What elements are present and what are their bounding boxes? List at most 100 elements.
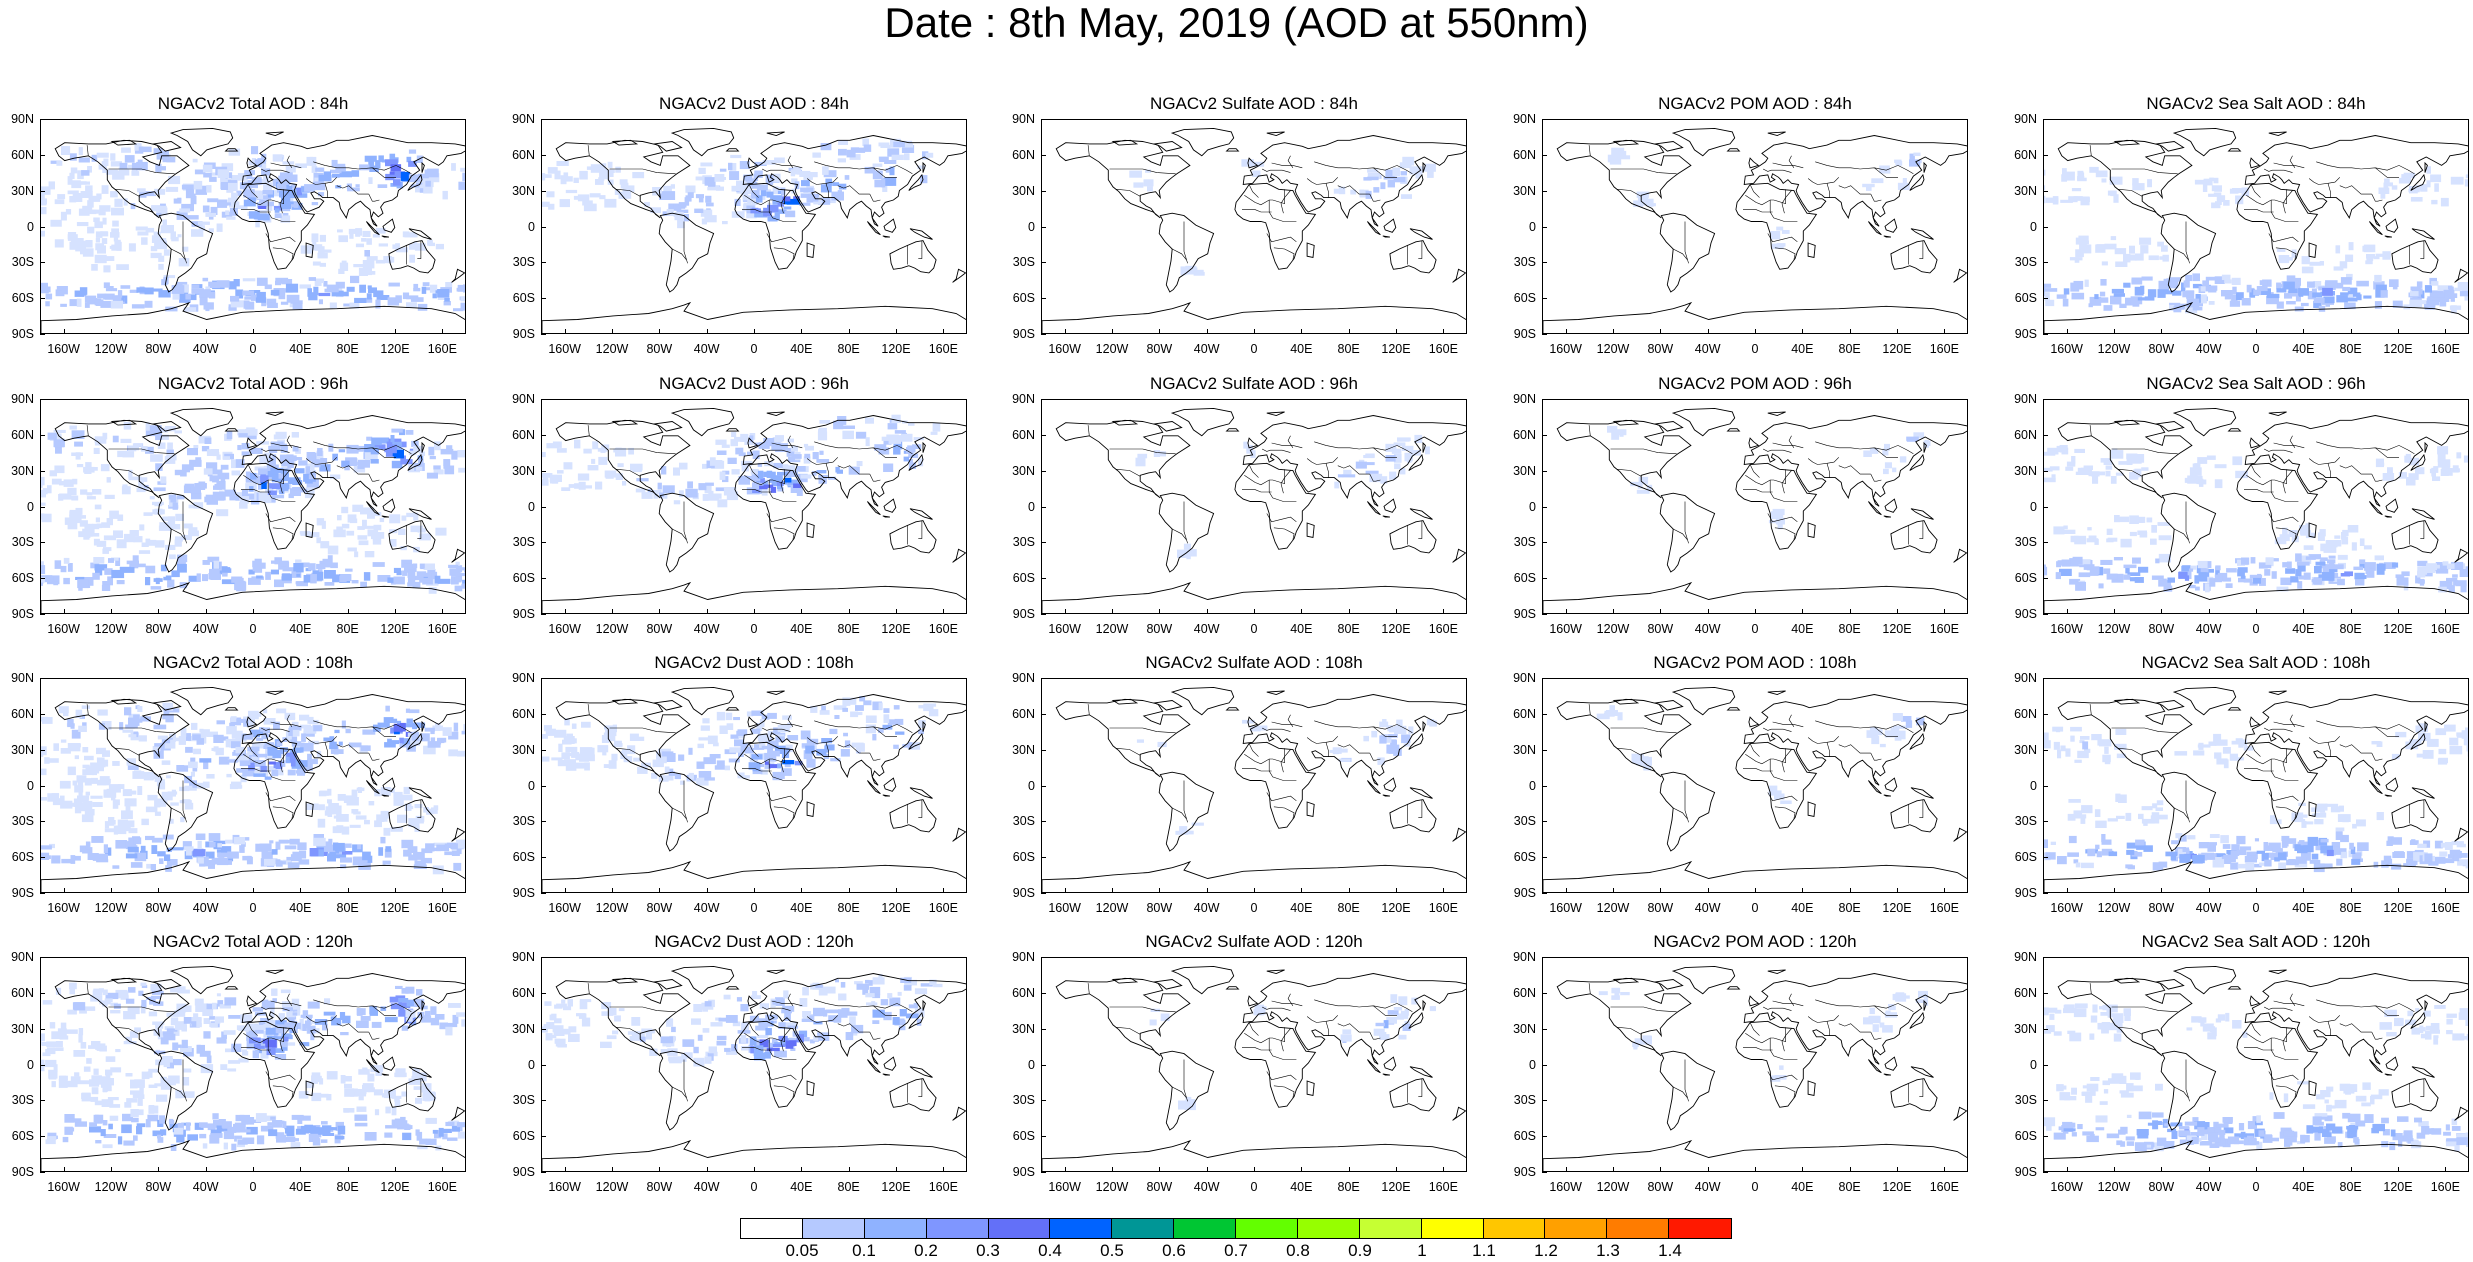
lon-tick-label: 120E — [1381, 901, 1410, 915]
lat-tick — [1542, 750, 1547, 751]
lat-tick-label: 90S — [12, 1165, 34, 1179]
lon-tick — [2161, 1167, 2162, 1172]
lon-tick-label: 160E — [1930, 1180, 1959, 1194]
lon-tick — [1613, 329, 1614, 334]
colorbar-box — [865, 1219, 927, 1238]
lat-tick-label: 0 — [27, 1058, 34, 1072]
lon-tick-label: 80E — [838, 342, 860, 356]
panel-title: NGACv2 Dust AOD : 120h — [541, 932, 967, 952]
lon-tick-label: 40W — [694, 1180, 720, 1194]
lat-tick — [1041, 957, 1046, 958]
lon-tick — [849, 888, 850, 893]
lon-tick — [300, 329, 301, 334]
lat-tick — [1542, 1065, 1547, 1066]
lon-tick-label: 160W — [2050, 901, 2083, 915]
lat-tick-label: 90N — [1012, 112, 1035, 126]
lat-tick-label: 0 — [27, 220, 34, 234]
lon-tick-label: 160E — [2431, 622, 2460, 636]
colorbar-label: 0.4 — [1038, 1242, 1062, 1260]
lat-tick-label: 60N — [512, 707, 535, 721]
lon-tick — [1112, 329, 1113, 334]
lon-tick — [253, 888, 254, 893]
lat-tick — [541, 786, 546, 787]
lat-tick-label: 90S — [2015, 607, 2037, 621]
lon-tick — [2351, 1167, 2352, 1172]
lon-tick — [1065, 1167, 1066, 1172]
lon-tick-label: 40W — [1194, 342, 1220, 356]
lon-tick-label: 160W — [1549, 622, 1582, 636]
lon-tick — [348, 329, 349, 334]
lon-tick-label: 40E — [2292, 901, 2314, 915]
map-frame — [1041, 119, 1467, 334]
lat-tick — [1542, 578, 1547, 579]
lat-tick-label: 30S — [1013, 1093, 1035, 1107]
lon-tick-label: 40E — [790, 342, 812, 356]
lat-tick — [541, 821, 546, 822]
lon-tick — [1708, 1167, 1709, 1172]
lon-tick-label: 120W — [1096, 1180, 1129, 1194]
lon-tick-label: 40W — [2196, 901, 2222, 915]
lon-tick-label: 120W — [2098, 622, 2131, 636]
lon-tick-label: 80E — [1338, 342, 1360, 356]
lon-tick-label: 120W — [596, 1180, 629, 1194]
lon-tick — [206, 329, 207, 334]
lon-tick-label: 40E — [790, 622, 812, 636]
lat-tick — [2043, 857, 2048, 858]
colorbar-label: 0.5 — [1100, 1242, 1124, 1260]
lat-tick-label: 30N — [11, 184, 34, 198]
lat-tick — [2043, 191, 2048, 192]
lon-tick-label: 160W — [47, 342, 80, 356]
lat-tick-label: 60N — [2014, 986, 2037, 1000]
lon-tick — [158, 609, 159, 614]
lon-tick-label: 40W — [193, 622, 219, 636]
colorbar-label: 1.1 — [1472, 1242, 1496, 1260]
lon-tick-label: 80W — [2148, 622, 2174, 636]
lon-tick — [1065, 888, 1066, 893]
lon-tick-label: 160E — [428, 901, 457, 915]
lon-tick-label: 160E — [428, 342, 457, 356]
lon-tick — [801, 1167, 802, 1172]
lon-tick-label: 40W — [193, 901, 219, 915]
aod-field — [1136, 435, 1430, 559]
lat-tick-label: 90S — [513, 607, 535, 621]
lon-tick — [206, 888, 207, 893]
lon-tick — [1254, 1167, 1255, 1172]
lon-tick-label: 120W — [1597, 342, 1630, 356]
lat-tick-label: 0 — [2030, 220, 2037, 234]
lat-tick-label: 90S — [12, 327, 34, 341]
lon-tick — [1349, 1167, 1350, 1172]
lat-tick-label: 30S — [2015, 814, 2037, 828]
map-frame — [541, 678, 967, 893]
lon-tick-label: 120W — [95, 622, 128, 636]
lon-tick-label: 80W — [646, 342, 672, 356]
lat-tick-label: 30N — [512, 464, 535, 478]
panel-title: NGACv2 Sulfate AOD : 96h — [1041, 374, 1467, 394]
lon-tick-label: 40W — [1695, 342, 1721, 356]
lon-tick — [1755, 609, 1756, 614]
lat-tick-label: 90N — [1513, 112, 1536, 126]
lon-tick-label: 40W — [1695, 622, 1721, 636]
lon-tick — [64, 609, 65, 614]
map-canvas — [1543, 958, 1968, 1172]
lat-tick — [1542, 714, 1547, 715]
lon-tick — [1065, 329, 1066, 334]
map-canvas — [1543, 400, 1968, 614]
lat-tick — [1542, 471, 1547, 472]
lat-tick — [1542, 1100, 1547, 1101]
lat-tick — [1041, 993, 1046, 994]
lat-tick-label: 0 — [1529, 1058, 1536, 1072]
lon-tick — [1159, 1167, 1160, 1172]
lon-tick-label: 120W — [1597, 901, 1630, 915]
lon-tick — [2351, 888, 2352, 893]
lon-tick-label: 160W — [548, 622, 581, 636]
lon-tick-label: 120W — [95, 1180, 128, 1194]
lon-tick-label: 80E — [1338, 901, 1360, 915]
lon-tick — [1850, 329, 1851, 334]
lon-tick — [1802, 1167, 1803, 1172]
lon-tick — [1301, 888, 1302, 893]
lat-tick — [1041, 298, 1046, 299]
